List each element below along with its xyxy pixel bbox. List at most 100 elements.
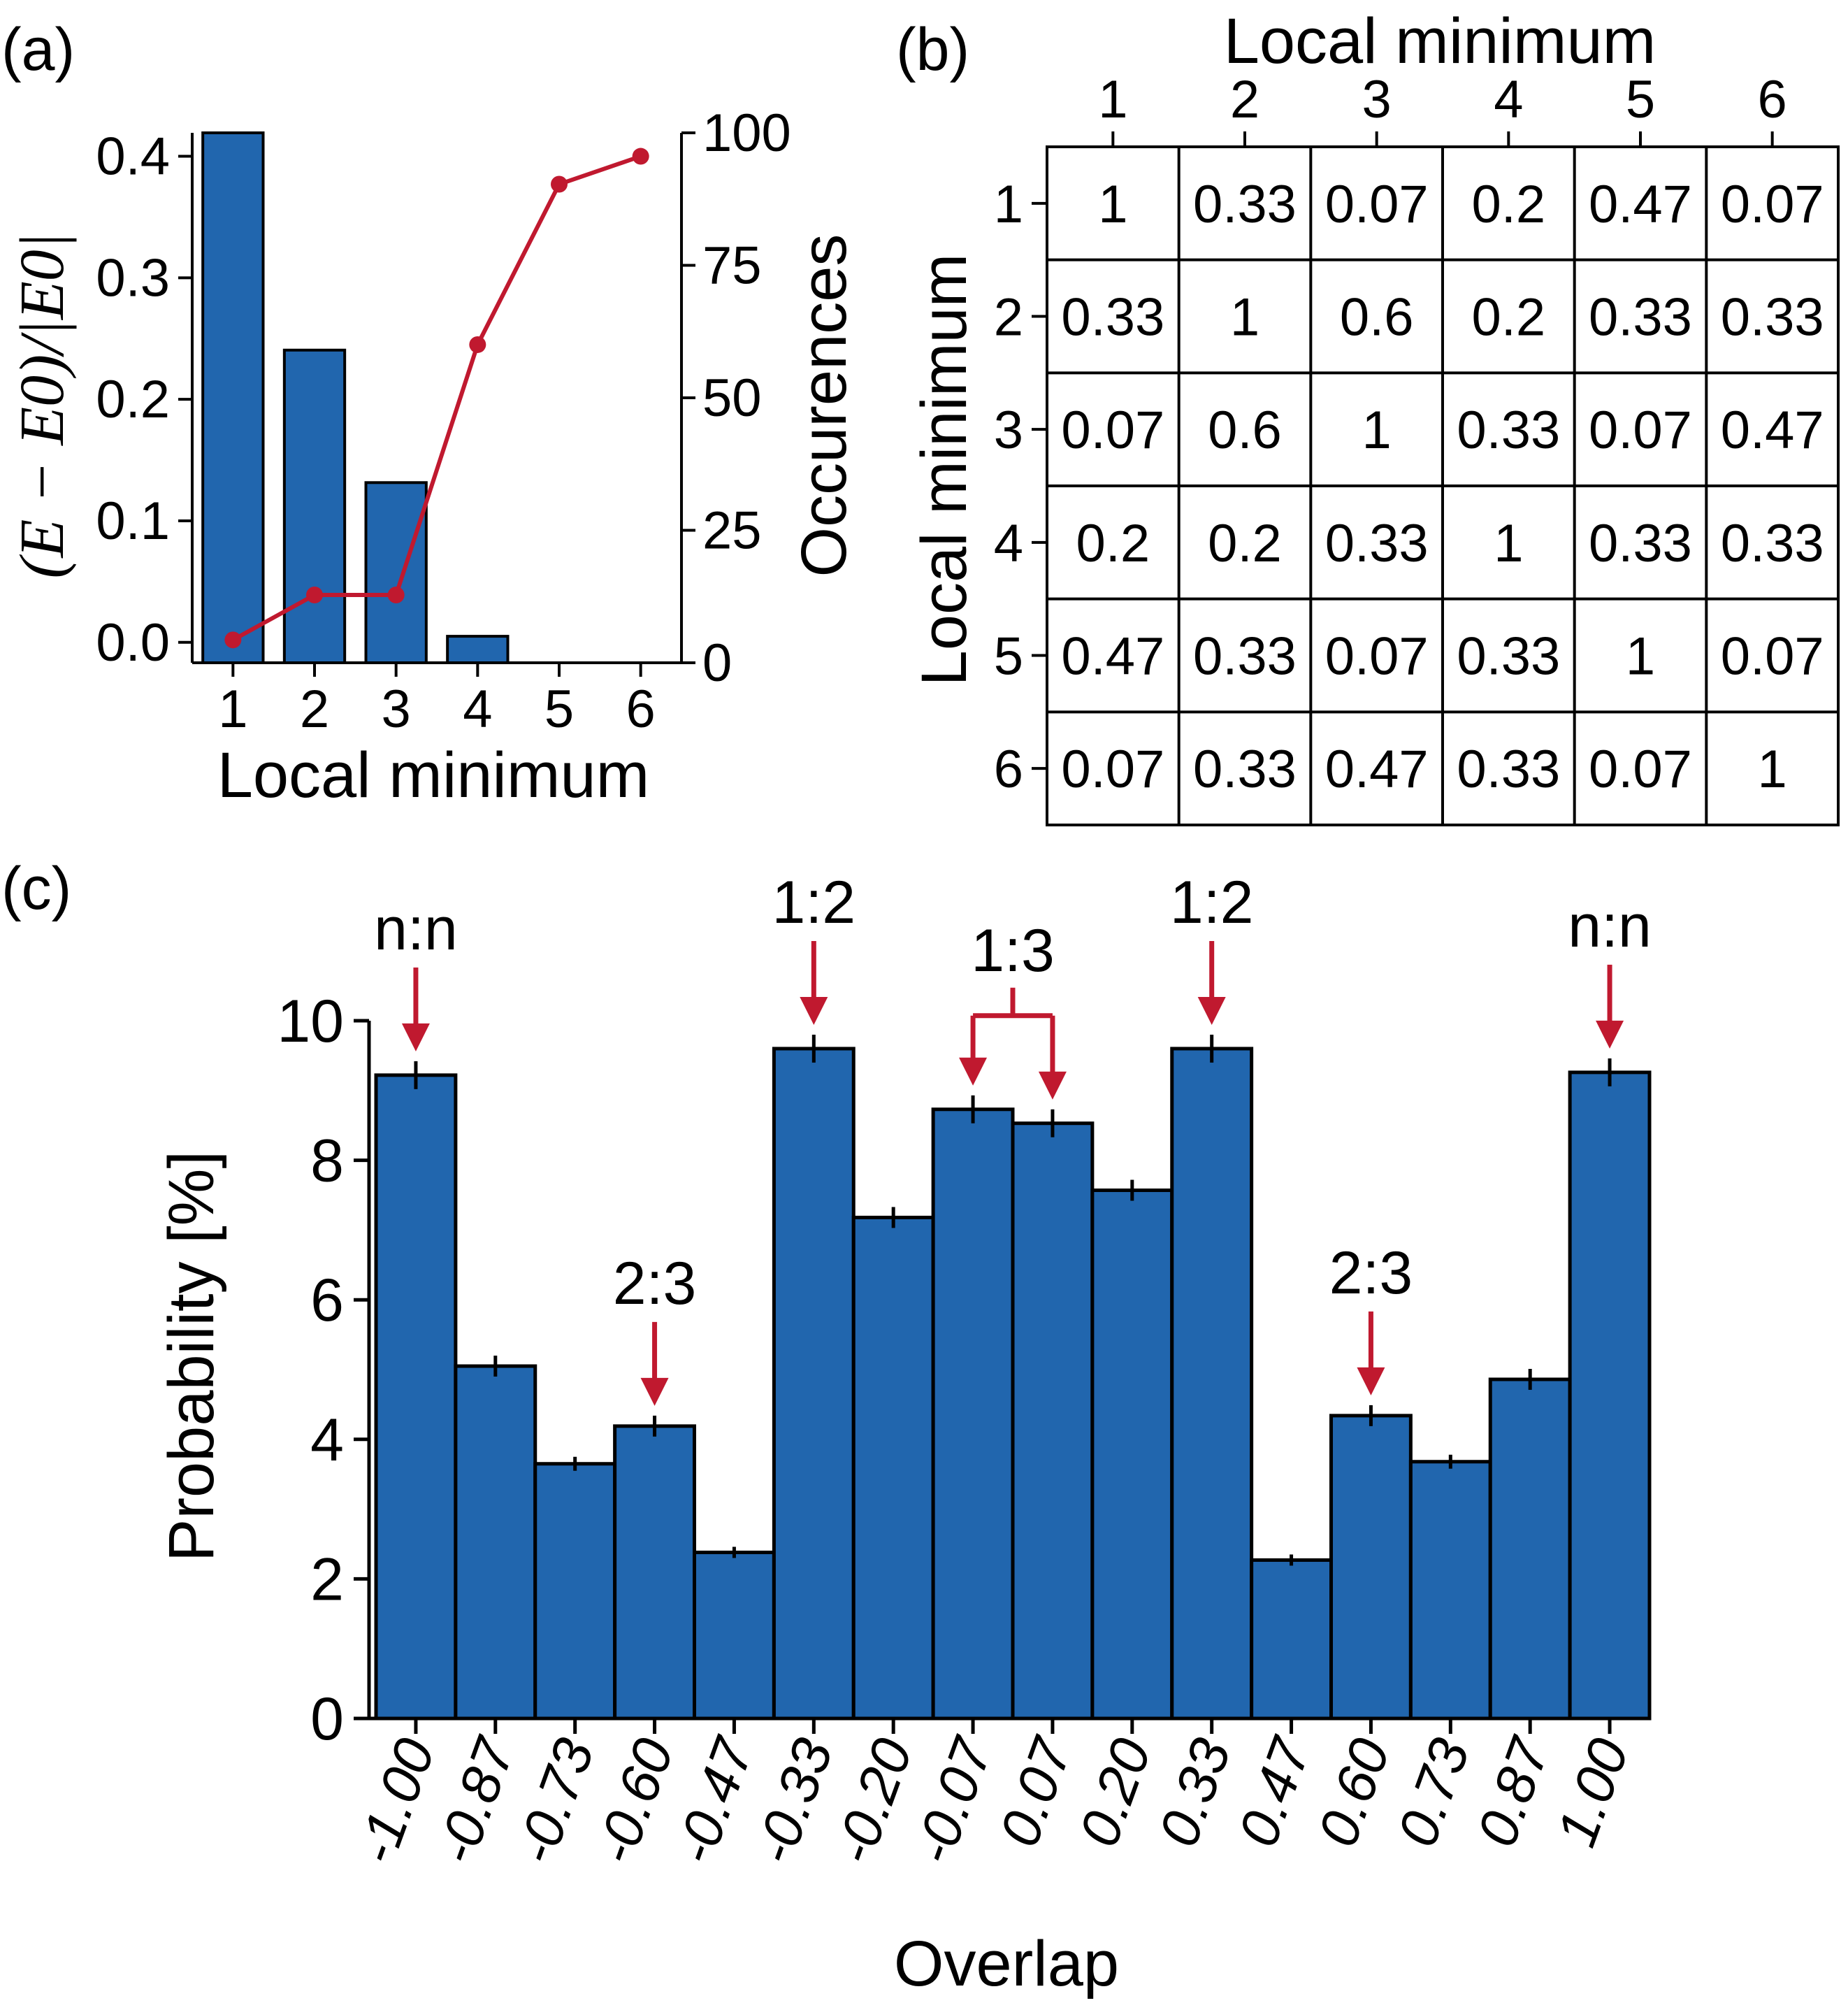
panel-c-annotation-arrow-head: [1038, 1071, 1067, 1100]
panel-b-row-label: 3: [994, 401, 1023, 460]
panel-a-energy-point: [551, 175, 568, 193]
panel-b-cell: 0.6: [1208, 401, 1282, 460]
panel-c-x-tick-label: 0.87: [1465, 1729, 1561, 1854]
panel-c-bar: [1488, 1377, 1572, 1721]
panel-c-y-tick-label: 4: [310, 1407, 344, 1474]
panel-b-cell: 0.07: [1721, 627, 1824, 687]
panel-a-x-tick-label: 2: [300, 680, 329, 739]
panel-b-cell: 0.33: [1061, 288, 1164, 347]
panel-a-y-right-label: Occurences: [788, 234, 860, 577]
panel-c-label: (c): [1, 855, 71, 922]
panel-a-energy-line: [231, 154, 642, 642]
panel-b-cell: 0.07: [1721, 175, 1824, 234]
panel-a-bar: [364, 481, 428, 665]
panel-b-column-label: 4: [1494, 70, 1523, 129]
panel-b-cell: 0.33: [1589, 288, 1692, 347]
panel-b-column-label: 5: [1626, 70, 1655, 129]
panel-b-cell: 1: [1098, 175, 1127, 234]
panel-b-column-label: 6: [1758, 70, 1787, 129]
panel-c-annotation-arrow-head: [1197, 996, 1226, 1025]
panel-c-bar: [1250, 1558, 1333, 1721]
panel-a-x-tick-label: 5: [544, 680, 574, 739]
panel-a-y-left-label: (E − E0)/|E0|: [8, 232, 77, 578]
panel-b-cell: 0.2: [1208, 514, 1282, 573]
panel-a-energy-point: [469, 336, 486, 353]
panel-c-x-axis-label: Overlap: [894, 1928, 1119, 2000]
panel-b-cell: 0.2: [1472, 175, 1546, 234]
panel-c-annotation-arrow-head: [800, 996, 828, 1025]
panel-b-cell: 0.47: [1721, 401, 1824, 460]
panel-b-top-label: Local minimum: [1224, 6, 1656, 77]
panel-c-annotation-arrow-head: [959, 1057, 988, 1086]
panel-a-x-tick-label: 3: [382, 680, 411, 739]
panel-b-cell: 1: [1230, 288, 1259, 347]
panel-b-row-label: 2: [994, 288, 1023, 347]
panel-c-x-tick-label: 0.07: [988, 1729, 1084, 1854]
panel-a-energy-point: [306, 587, 323, 604]
panel-c-bar: [772, 1047, 856, 1721]
panel-a-x-tick-label: 6: [626, 680, 656, 739]
panel-c-bar: [1170, 1047, 1254, 1721]
panel-a-energy-point: [224, 631, 242, 649]
panel-c-annotation-label: 2:3: [613, 1250, 697, 1317]
panel-c-annotation-arrow-head: [640, 1377, 669, 1406]
panel-c-annotation-label: n:n: [1568, 893, 1652, 960]
panel-c-bar: [1408, 1460, 1492, 1721]
panel-c-bar: [1568, 1070, 1652, 1721]
panel-b-table: 1 0.33 0.07 0.2 0.47 0.07 0.33 1 0.6 0.2 0.33 0.33 0…: [909, 6, 1840, 826]
panel-b-cell: 0.07: [1061, 401, 1164, 460]
panel-b-cell: 0.6: [1340, 288, 1414, 347]
panel-c-y-tick-label: 10: [277, 988, 344, 1055]
panel-b-cell: 1: [1362, 401, 1392, 460]
panel-a-x-tick-label: 4: [463, 680, 492, 739]
panel-c-y-tick-label: 0: [310, 1686, 344, 1753]
panel-b-y-label: Local minimum: [909, 254, 980, 687]
panel-b-cell: 0.33: [1589, 514, 1692, 573]
panel-c-annotation-label: 1:2: [1170, 869, 1254, 936]
panel-c-annotation-label: n:n: [374, 896, 458, 963]
panel-b-column-label: 1: [1098, 70, 1127, 129]
panel-b-cell: 0.07: [1325, 627, 1429, 687]
panel-c-x-tick-label: 0.60: [1306, 1730, 1402, 1854]
panel-b-cell: 0.33: [1193, 175, 1297, 234]
panel-c-annotation-label: 1:2: [772, 869, 856, 936]
panel-a-right-tick-label: 0: [702, 633, 732, 693]
panel-a-left-tick-label: 0.1: [96, 491, 170, 551]
panel-c-x-tick-label: 0.20: [1067, 1730, 1163, 1854]
panel-b-cell: 0.07: [1061, 740, 1164, 799]
panel-a-left-tick-label: 0.2: [96, 370, 170, 429]
panel-c-bar: [1090, 1189, 1174, 1721]
panel-c-y-tick-label: 8: [310, 1128, 344, 1195]
panel-a-left-tick-label: 0.0: [96, 613, 170, 673]
panel-a-right-tick-label: 100: [702, 103, 791, 163]
panel-a-energy-point: [632, 148, 649, 165]
panel-c-bar: [613, 1424, 696, 1721]
panel-c-annotation-arrow-head: [401, 1023, 430, 1051]
panel-b-cell: 1: [1626, 627, 1655, 687]
panel-b-cell: 0.47: [1061, 627, 1164, 687]
panel-c-annotation-arrow-head: [1596, 1020, 1624, 1049]
panel-a-energy-point: [387, 587, 405, 604]
panel-a-bar: [201, 131, 265, 664]
panel-b-row-label: 1: [994, 175, 1023, 234]
panel-a-right-tick-label: 25: [702, 501, 762, 561]
panel-c-annotation-arrow-head: [1357, 1367, 1385, 1395]
panel-b-cell: 0.2: [1472, 288, 1546, 347]
panel-c-y-axis-label: Probability [%]: [156, 1151, 227, 1562]
panel-a-left-tick-label: 0.3: [96, 248, 170, 308]
panel-b-label: (b): [896, 16, 969, 83]
panel-b-cell: 0.33: [1721, 288, 1824, 347]
panel-b-cell: 0.07: [1589, 740, 1692, 799]
panel-b-cell: 0.07: [1325, 175, 1429, 234]
panel-c-annotation-label: 1:3: [971, 917, 1055, 984]
panel-c-y-tick-label: 6: [310, 1267, 344, 1334]
panel-b-cell: 0.33: [1193, 627, 1297, 687]
panel-b-row-label: 5: [994, 627, 1023, 687]
panel-c-bar: [693, 1550, 776, 1721]
panel-c-bar: [454, 1364, 537, 1721]
panel-c-bar: [374, 1073, 458, 1721]
panel-b-column-label: 2: [1230, 70, 1259, 129]
panel-a-x-axis-label: Local minimum: [217, 740, 650, 811]
